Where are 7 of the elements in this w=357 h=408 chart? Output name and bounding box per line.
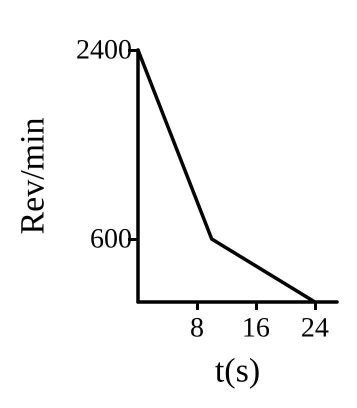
x-tick-label: 16 <box>242 312 270 344</box>
x-tick-label: 24 <box>300 312 329 344</box>
x-axis-title: t(s) <box>214 352 260 390</box>
y-tick-label: 2400 <box>76 34 132 66</box>
y-axis-title: Rev/min <box>14 117 52 235</box>
x-tick-label: 8 <box>190 312 204 344</box>
y-tick-label: 600 <box>90 224 132 254</box>
